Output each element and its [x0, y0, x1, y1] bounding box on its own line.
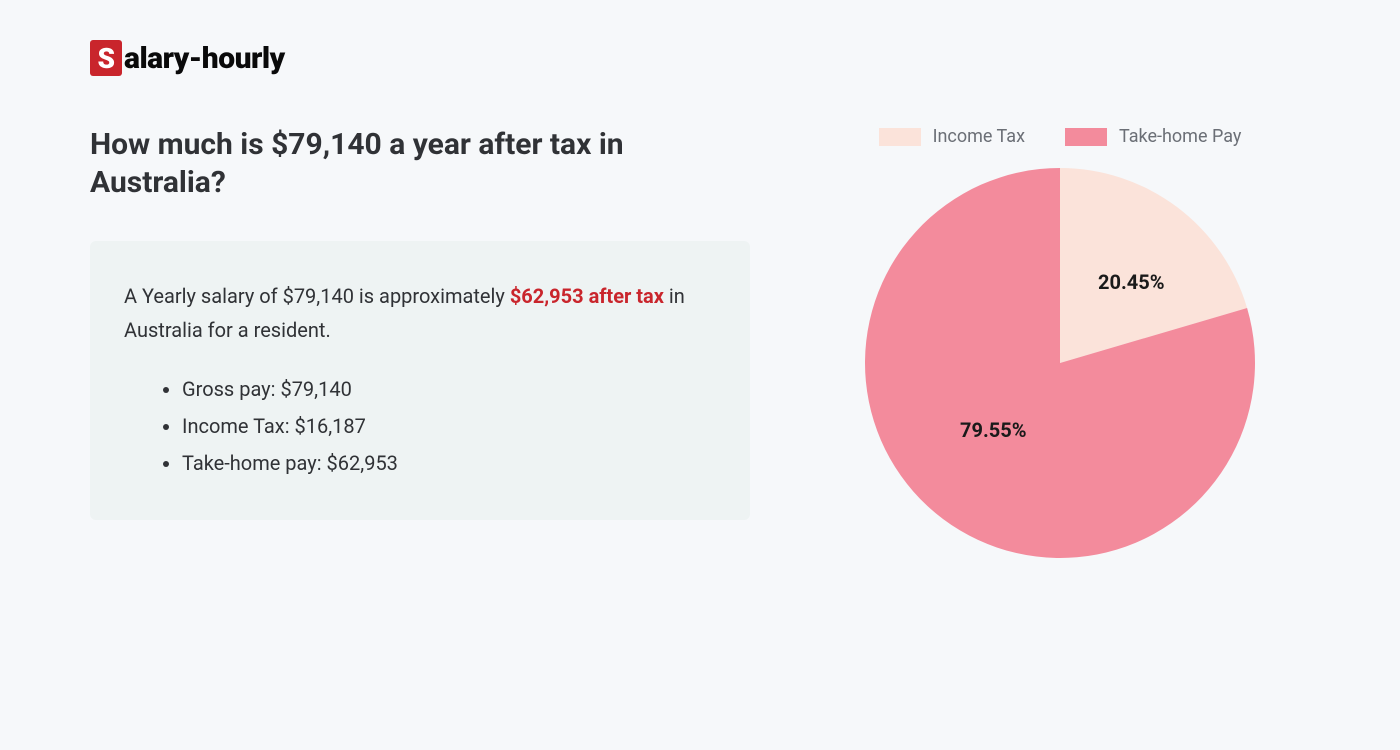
- summary-sentence: A Yearly salary of $79,140 is approximat…: [124, 279, 716, 347]
- left-column: How much is $79,140 a year after tax in …: [90, 126, 750, 520]
- page-title: How much is $79,140 a year after tax in …: [90, 126, 750, 201]
- site-logo: Salary-hourly: [90, 40, 1310, 76]
- logo-text: alary-hourly: [124, 41, 285, 76]
- legend-swatch-take-home: [1065, 128, 1107, 146]
- summary-bullets: Gross pay: $79,140 Income Tax: $16,187 T…: [124, 371, 716, 482]
- bullet-income-tax: Income Tax: $16,187: [182, 408, 716, 445]
- pie-label-take-home: 79.55%: [960, 418, 1026, 442]
- legend-label-take-home: Take-home Pay: [1119, 126, 1241, 147]
- legend-item-take-home: Take-home Pay: [1065, 126, 1241, 147]
- pie-chart: 20.45% 79.55%: [860, 163, 1260, 563]
- summary-box: A Yearly salary of $79,140 is approximat…: [90, 241, 750, 520]
- legend-swatch-income-tax: [879, 128, 921, 146]
- summary-highlight: $62,953 after tax: [510, 284, 664, 308]
- pie-svg: [860, 163, 1260, 563]
- chart-column: Income Tax Take-home Pay 20.45% 79.55%: [810, 126, 1310, 563]
- legend-item-income-tax: Income Tax: [879, 126, 1025, 147]
- summary-prefix: A Yearly salary of $79,140 is approximat…: [124, 284, 510, 308]
- bullet-take-home: Take-home pay: $62,953: [182, 445, 716, 482]
- logo-badge: S: [90, 40, 122, 76]
- page: Salary-hourly How much is $79,140 a year…: [0, 0, 1400, 603]
- chart-legend: Income Tax Take-home Pay: [879, 126, 1242, 147]
- pie-label-income-tax: 20.45%: [1098, 270, 1164, 294]
- legend-label-income-tax: Income Tax: [933, 126, 1025, 147]
- bullet-gross-pay: Gross pay: $79,140: [182, 371, 716, 408]
- content-row: How much is $79,140 a year after tax in …: [90, 126, 1310, 563]
